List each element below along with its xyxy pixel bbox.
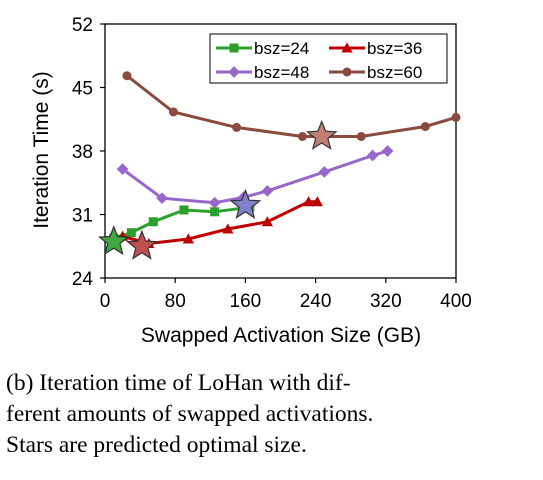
data-point	[148, 217, 158, 227]
legend-marker	[341, 42, 353, 53]
legend-marker	[229, 43, 239, 53]
tick-layer: 0 80 160 240 320 400 24 31 38 45 52	[72, 15, 472, 312]
series-line	[121, 149, 389, 205]
data-point	[179, 205, 189, 215]
optimal-star	[229, 188, 262, 219]
optimal-star	[126, 229, 158, 260]
legend: bsz=24 bsz=36 bsz=48 bsz=60	[209, 33, 448, 84]
legend-label: bsz=24	[254, 39, 309, 58]
data-point	[451, 112, 461, 122]
y-tick-label: 45	[72, 79, 93, 100]
legend-label: bsz=36	[367, 39, 422, 58]
data-point	[318, 166, 331, 178]
series-line	[125, 74, 457, 138]
data-point	[168, 107, 178, 117]
y-tick-label: 31	[72, 206, 93, 227]
data-point	[208, 196, 221, 209]
data-point	[182, 233, 194, 244]
data-point	[366, 149, 379, 162]
data-point	[222, 223, 234, 234]
caption-line-1: (b) Iteration time of LoHan with dif-	[6, 370, 351, 396]
x-tick-label: 400	[440, 291, 472, 312]
caption-line-2: ferent amounts of swapped activations.	[6, 401, 374, 427]
x-tick-label: 160	[230, 291, 262, 312]
optimal-star	[97, 225, 130, 256]
data-point	[122, 71, 132, 81]
legend-item: bsz=48	[216, 63, 309, 82]
data-point	[297, 131, 307, 141]
figure-caption: (b) Iteration time of LoHan with dif- fe…	[6, 368, 536, 461]
x-tick-label: 320	[370, 291, 402, 312]
data-point	[381, 145, 394, 157]
data-point	[210, 207, 220, 217]
legend-box	[209, 33, 448, 84]
series-bsz-24	[109, 202, 255, 243]
legend-label: bsz=48	[254, 63, 309, 82]
y-tick-label: 52	[72, 15, 93, 36]
data-point	[420, 122, 430, 132]
x-tick-label: 240	[300, 291, 332, 312]
y-axis-label: Iteration Time (s)	[30, 71, 53, 229]
x-tick-label: 0	[100, 291, 111, 312]
data-point	[261, 185, 274, 197]
iteration-time-chart: 0 80 160 240 320 400 24 31 38 45 52 Iteration Time…	[30, 15, 472, 347]
series-bsz-48	[116, 145, 394, 209]
y-tick-label: 24	[72, 269, 94, 290]
series-bsz-36	[116, 196, 323, 249]
data-point	[311, 196, 323, 207]
optimal-star-layer	[97, 119, 338, 260]
data-point	[126, 228, 136, 238]
series-layer	[109, 71, 461, 249]
data-point	[302, 196, 315, 207]
series-bsz-60	[122, 71, 461, 141]
legend-item: bsz=36	[329, 39, 422, 58]
y-tick-label: 38	[72, 142, 93, 163]
legend-label: bsz=60	[367, 63, 422, 82]
data-point	[232, 122, 242, 132]
caption-line-3: Stars are predicted optimal size.	[6, 432, 307, 458]
x-tick-label: 80	[165, 291, 186, 312]
legend-item: bsz=24	[216, 39, 309, 58]
data-point	[116, 163, 129, 175]
legend-marker	[228, 66, 240, 78]
optimal-star	[305, 119, 338, 150]
legend-item: bsz=60	[329, 63, 422, 82]
data-point	[156, 192, 168, 205]
legend-marker	[342, 67, 352, 77]
x-axis-label: Swapped Activation Size (GB)	[141, 324, 421, 347]
data-point	[356, 131, 366, 141]
data-point	[261, 216, 273, 227]
